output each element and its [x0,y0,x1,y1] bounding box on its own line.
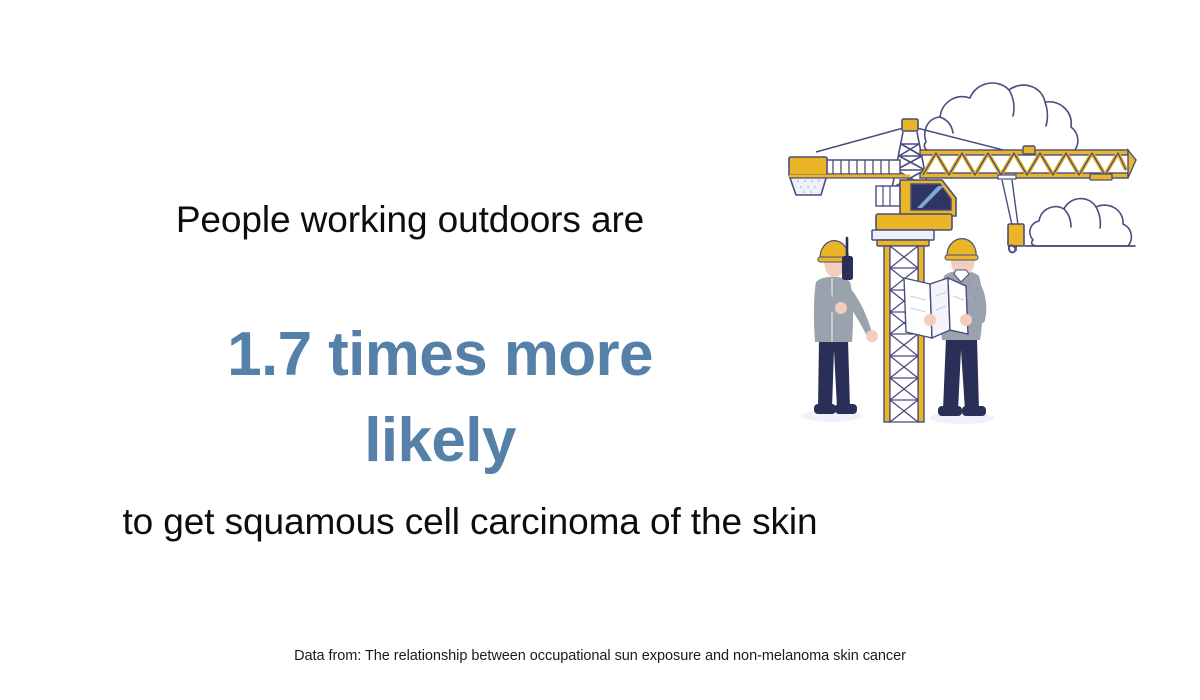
stat-headline-line-2: likely [364,405,516,475]
stat-headline-line-1: 1.7 times more [227,320,653,389]
counterweight-block [788,156,828,176]
crane-hook-assembly [1001,179,1025,254]
worker-with-blueprint [903,238,994,424]
tail-statement: to get squamous cell carcinoma of the sk… [122,501,818,542]
crane-operator-cab [871,179,957,247]
crane-scene-svg [787,82,1137,424]
data-source-citation: Data from: The relationship between occu… [294,648,906,664]
hook-icon [1007,244,1017,254]
blueprint-icon [903,276,969,340]
text-content-column: People working outdoors are 1.7 times mo… [0,199,880,542]
hook-block [1007,223,1025,247]
stat-headline: 1.7 times more likely [0,312,880,483]
cloud-lower-icon [1024,197,1136,247]
lead-statement: People working outdoors are [175,199,645,240]
cloud-upper-icon [923,82,1079,152]
apex-cap-block [901,118,919,132]
walkie-talkie-icon [842,256,853,280]
counterweight-jib [787,156,910,196]
main-jib-truss [919,145,1137,181]
worker-with-radio [802,236,878,422]
tower-crane-illustration [780,20,1180,440]
